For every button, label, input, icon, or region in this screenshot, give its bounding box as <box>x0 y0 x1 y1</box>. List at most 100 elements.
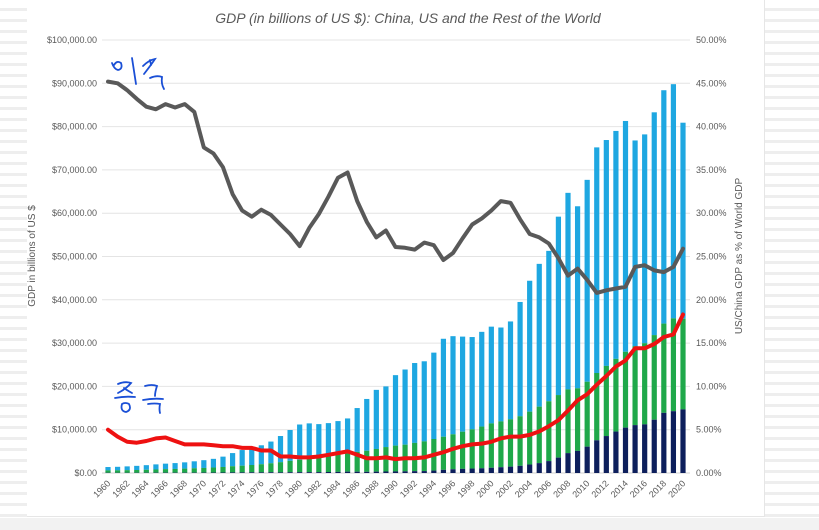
bar-us <box>536 406 542 464</box>
bar-rest-of-world <box>249 447 255 466</box>
bar-rest-of-world <box>335 421 341 455</box>
bar-china <box>498 467 504 473</box>
bar-china <box>450 469 456 473</box>
bar-china <box>402 471 408 473</box>
bar-us <box>613 358 619 432</box>
bar-us <box>565 389 571 454</box>
bar-rest-of-world <box>229 453 236 467</box>
x-tick-label: 2016 <box>628 478 649 499</box>
bar-us <box>162 469 169 473</box>
bar-china <box>325 472 332 473</box>
background-stripes-right <box>764 0 819 530</box>
bar-us <box>555 395 562 458</box>
bar-rest-of-world <box>469 337 475 430</box>
x-tick-label: 2006 <box>532 478 553 499</box>
bar-china <box>651 419 657 473</box>
bar-china <box>565 453 571 473</box>
x-tick-label: 2012 <box>590 478 611 499</box>
us-share-line <box>106 79 685 295</box>
bar-us <box>191 468 197 473</box>
x-tick-label: 1972 <box>206 478 227 499</box>
bar-china <box>459 468 466 473</box>
bar-us <box>105 470 111 473</box>
bar-us <box>661 323 667 413</box>
bar-us <box>210 467 217 473</box>
bar-rest-of-world <box>632 140 638 347</box>
bar-rest-of-world <box>297 424 303 460</box>
bar-china <box>479 468 485 473</box>
bar-us <box>134 470 140 473</box>
bar-rest-of-world <box>517 301 523 417</box>
bar-us <box>469 429 475 469</box>
y-tick-label: $30,000.00 <box>52 338 97 348</box>
bar-rest-of-world <box>574 206 581 389</box>
bar-rest-of-world <box>536 263 542 407</box>
bar-us <box>488 423 494 468</box>
y2-tick-label: 30.00% <box>696 208 727 218</box>
bar-china <box>239 472 245 473</box>
bar-china <box>517 465 523 473</box>
bar-us <box>316 457 322 473</box>
bar-us <box>584 381 590 447</box>
x-tick-label: 1992 <box>398 478 419 499</box>
bar-us <box>344 452 351 472</box>
bar-china <box>392 471 399 473</box>
bar-rest-of-world <box>239 450 245 466</box>
bar-rest-of-world <box>172 463 178 469</box>
bar-us <box>277 462 284 473</box>
y-axis-title: GDP in billions of US $ <box>27 205 38 307</box>
y-tick-label: $20,000.00 <box>52 381 97 391</box>
bar-china <box>383 471 389 473</box>
bar-us <box>297 459 303 473</box>
bar-china <box>603 436 609 473</box>
y2-tick-label: 0.00% <box>696 468 722 478</box>
bar-us <box>574 388 581 451</box>
x-tick-label: 1976 <box>245 478 266 499</box>
x-tick-label: 1982 <box>302 478 323 499</box>
bar-china <box>287 472 293 473</box>
x-tick-label: 1964 <box>130 478 151 499</box>
bar-rest-of-world <box>402 369 408 445</box>
bar-china <box>421 471 427 473</box>
bar-china <box>335 471 341 473</box>
bar-rest-of-world <box>277 436 284 463</box>
bar-china <box>268 472 274 473</box>
x-tick-label: 1996 <box>436 478 457 499</box>
handwritten-us-annotation <box>111 57 165 90</box>
bar-rest-of-world <box>412 363 418 443</box>
bar-rest-of-world <box>134 465 140 471</box>
bar-china <box>642 424 648 473</box>
bar-rest-of-world <box>210 458 217 468</box>
y-tick-label: $10,000.00 <box>52 425 97 435</box>
bar-china <box>249 472 255 473</box>
bar-rest-of-world <box>507 321 514 420</box>
chart-title: GDP (in billions of US $): China, US and… <box>215 10 602 26</box>
y-tick-label: $100,000.00 <box>47 35 97 45</box>
bar-us <box>632 346 638 426</box>
bar-china <box>229 472 236 473</box>
bar-rest-of-world <box>459 336 466 432</box>
bar-us <box>306 458 312 473</box>
y2-tick-label: 15.00% <box>696 338 727 348</box>
bar-rest-of-world <box>191 461 197 469</box>
bar-us <box>450 434 456 470</box>
bar-rest-of-world <box>421 361 427 442</box>
bar-rest-of-world <box>220 456 226 467</box>
bar-china <box>613 431 619 473</box>
bar-rest-of-world <box>306 423 312 459</box>
bar-us <box>124 470 130 473</box>
bar-rest-of-world <box>498 327 504 422</box>
bar-rest-of-world <box>555 216 562 396</box>
bar-us <box>153 469 159 473</box>
bar-us <box>239 465 245 473</box>
x-tick-label: 1968 <box>168 478 189 499</box>
china-share-line <box>106 312 685 462</box>
bar-us <box>527 411 533 465</box>
bar-china <box>344 471 351 473</box>
x-tick-label: 1962 <box>110 478 131 499</box>
bar-rest-of-world <box>450 336 456 435</box>
bar-china <box>555 457 562 473</box>
x-tick-label: 1978 <box>264 478 285 499</box>
bar-us <box>182 468 188 473</box>
